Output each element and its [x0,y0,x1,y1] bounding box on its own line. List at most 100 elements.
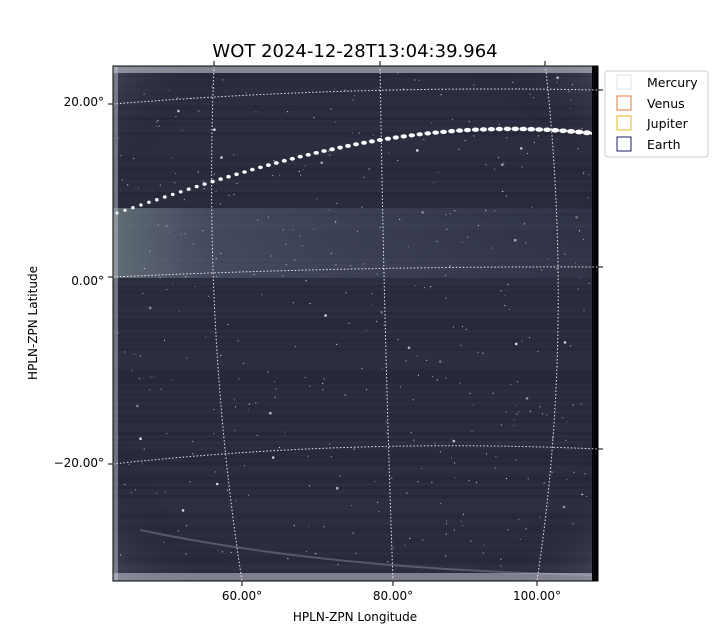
star [556,81,558,83]
star [155,125,157,127]
star [454,210,456,212]
y-tick-label-minus20: −20.00° [54,456,104,470]
star [181,509,185,512]
star [445,555,447,557]
trail-dot [218,177,223,181]
star [501,163,504,167]
grid-lat-0 [113,266,598,278]
trail-dot [479,127,488,132]
star [580,403,582,405]
star [414,285,416,287]
star [261,294,263,296]
star [449,265,451,267]
star [578,230,581,232]
planet-trail [115,126,598,215]
trail-dot [400,134,407,139]
star [226,489,229,491]
frame-top [113,66,598,73]
star [176,97,179,99]
star [406,492,408,494]
star [569,107,571,109]
star [477,351,479,353]
star [287,111,289,113]
star [445,533,447,535]
star [175,116,177,118]
trail-dot [432,130,440,135]
trail-dot [527,126,536,132]
trail-dot [273,161,279,165]
star [505,411,507,413]
star [461,326,464,328]
star [543,482,545,484]
star [469,392,471,394]
star [572,404,574,406]
star [344,394,346,396]
star [454,477,456,479]
trail-dot [194,184,199,189]
star [185,525,188,527]
trail-dot [123,208,127,212]
star [255,402,257,404]
star [397,159,399,162]
star [124,483,126,486]
star [423,139,425,141]
star [494,168,496,170]
star [156,121,158,123]
star [185,553,187,555]
star [391,477,393,479]
star [426,359,428,361]
trail-dot [234,172,239,177]
star [175,172,177,175]
trail-dot [456,128,464,133]
star [198,110,200,112]
star [329,209,331,211]
frame-left [113,66,118,581]
star [473,135,475,137]
star [413,439,415,441]
star [284,431,286,433]
star [504,294,506,296]
star [570,99,572,101]
star [361,368,363,370]
star [579,277,582,279]
star [159,277,161,279]
trail-dot [266,163,271,168]
trail-dot [416,132,423,137]
star [472,404,474,406]
star [539,406,541,408]
star [577,288,579,290]
star [449,213,451,215]
legend-entry-jupiter: Jupiter [616,115,689,131]
star [421,211,424,214]
star [461,241,463,243]
star [482,552,484,554]
star [462,525,464,527]
star [439,451,442,453]
star [344,89,346,91]
trail-dot [345,143,351,148]
trail-dot [424,131,432,136]
star [171,157,173,159]
star [529,410,532,412]
star [583,172,585,174]
star [253,274,255,276]
x-tick-label-100: 100.00° [513,589,561,603]
star [323,526,325,528]
star [166,225,168,227]
star [213,128,216,131]
star [372,134,374,136]
grid-lon-80 [379,66,394,581]
star [334,121,336,123]
star [516,381,519,383]
star [541,269,543,271]
star [157,119,159,121]
trail-dot [155,198,159,202]
star [383,324,385,326]
legend-label-mercury: Mercury [647,75,698,90]
star [335,486,339,490]
star [308,525,310,527]
star [452,326,454,328]
trail-dot [464,127,471,133]
star [216,276,218,278]
star [351,132,353,134]
